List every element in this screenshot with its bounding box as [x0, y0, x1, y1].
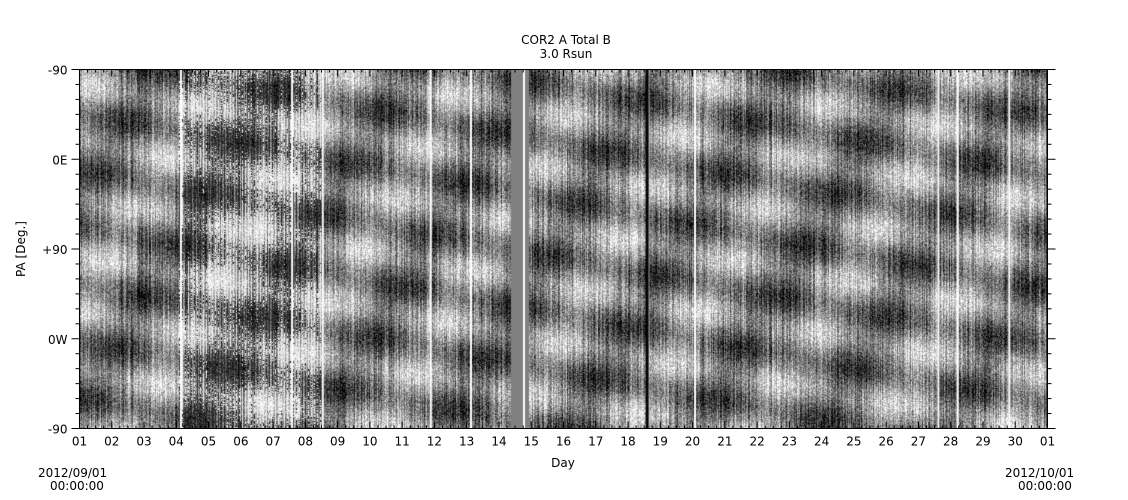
x-tick-label: 27 — [911, 435, 926, 449]
x-tick-label: 02 — [104, 435, 119, 449]
x-tick-label: 20 — [685, 435, 700, 449]
x-tick-label: 04 — [169, 435, 184, 449]
x-tick-label: 13 — [459, 435, 474, 449]
y-tick-label: -90 — [48, 423, 68, 437]
x-tick-label: 28 — [943, 435, 958, 449]
x-start-date: 2012/09/01 — [38, 466, 107, 480]
x-end-time: 00:00:00 — [1018, 479, 1072, 493]
x-tick-label: 12 — [427, 435, 442, 449]
x-start-time: 00:00:00 — [50, 479, 104, 493]
x-tick-label: 19 — [653, 435, 668, 449]
x-end-date: 2012/10/01 — [1005, 466, 1074, 480]
plot-frame — [79, 69, 1048, 429]
x-tick-label: 06 — [233, 435, 248, 449]
x-tick-label: 09 — [330, 435, 345, 449]
x-tick-label: 26 — [879, 435, 894, 449]
x-tick-label: 21 — [717, 435, 732, 449]
x-tick-label: 17 — [588, 435, 603, 449]
chart-subtitle: 3.0 Rsun — [540, 47, 593, 61]
x-tick-label: 11 — [395, 435, 410, 449]
x-tick-label: 14 — [491, 435, 506, 449]
y-tick-label: 0W — [48, 333, 68, 347]
x-tick-label: 25 — [846, 435, 861, 449]
y-tick-label: -90 — [48, 64, 68, 78]
x-axis-label: Day — [551, 456, 575, 470]
y-axis-label: PA [Deg.] — [14, 221, 28, 277]
y-tick-label: 0E — [52, 153, 67, 167]
x-tick-label: 01 — [72, 435, 87, 449]
x-tick-label: 29 — [975, 435, 990, 449]
x-tick-label: 16 — [556, 435, 571, 449]
x-tick-label: 30 — [1008, 435, 1023, 449]
x-tick-label: 24 — [814, 435, 829, 449]
y-tick-label: +90 — [42, 243, 67, 257]
x-tick-label: 03 — [136, 435, 151, 449]
x-tick-label: 05 — [201, 435, 216, 449]
x-tick-label: 10 — [362, 435, 377, 449]
x-tick-label: 08 — [298, 435, 313, 449]
x-tick-label: 22 — [749, 435, 764, 449]
x-tick-label: 01 — [1040, 435, 1055, 449]
chart-title: COR2 A Total B — [521, 33, 611, 47]
x-tick-label: 23 — [782, 435, 797, 449]
x-tick-label: 18 — [620, 435, 635, 449]
heatmap-image — [80, 70, 1047, 428]
x-tick-label: 07 — [265, 435, 280, 449]
x-tick-label: 15 — [524, 435, 539, 449]
